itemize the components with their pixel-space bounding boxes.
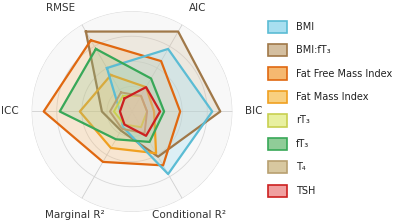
Polygon shape (120, 87, 160, 136)
Polygon shape (60, 49, 164, 142)
Polygon shape (107, 49, 212, 174)
Text: BMI:fT₃: BMI:fT₃ (296, 45, 331, 55)
Text: AIC: AIC (189, 3, 206, 13)
Polygon shape (44, 40, 180, 165)
Polygon shape (86, 31, 220, 157)
Text: Fat Free Mass Index: Fat Free Mass Index (296, 69, 392, 78)
Text: ICC: ICC (1, 107, 19, 116)
Polygon shape (110, 92, 147, 133)
Text: BMI: BMI (296, 22, 314, 32)
Text: fT₃: fT₃ (296, 139, 309, 149)
Text: Marginal R²: Marginal R² (46, 210, 105, 220)
Text: BIC: BIC (245, 107, 263, 116)
Text: rT₃: rT₃ (296, 116, 310, 125)
Polygon shape (114, 96, 147, 127)
Text: Fat Mass Index: Fat Mass Index (296, 92, 368, 102)
Text: RMSE: RMSE (46, 3, 75, 13)
Polygon shape (80, 75, 156, 153)
Text: Conditional R²: Conditional R² (152, 210, 226, 220)
Text: TSH: TSH (296, 186, 315, 196)
Text: T₄: T₄ (296, 162, 306, 172)
